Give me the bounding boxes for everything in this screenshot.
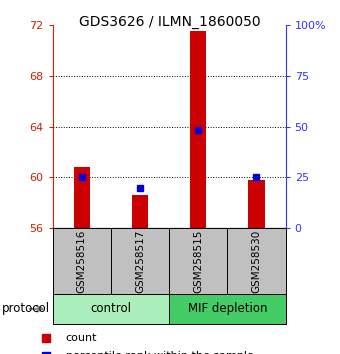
Bar (248, 180, 265, 228)
Text: GSM258515: GSM258515 (193, 229, 203, 293)
Text: GDS3626 / ILMN_1860050: GDS3626 / ILMN_1860050 (79, 15, 261, 29)
Text: control: control (90, 302, 132, 315)
Text: count: count (66, 333, 97, 343)
Bar (190, 31, 206, 228)
Text: percentile rank within the sample: percentile rank within the sample (66, 352, 254, 354)
Text: GSM258530: GSM258530 (252, 229, 261, 293)
Bar (132, 195, 148, 228)
Text: protocol: protocol (2, 302, 50, 315)
Text: GSM258517: GSM258517 (135, 229, 145, 293)
Bar (74, 167, 90, 228)
Text: MIF depletion: MIF depletion (188, 302, 267, 315)
Text: GSM258516: GSM258516 (77, 229, 87, 293)
